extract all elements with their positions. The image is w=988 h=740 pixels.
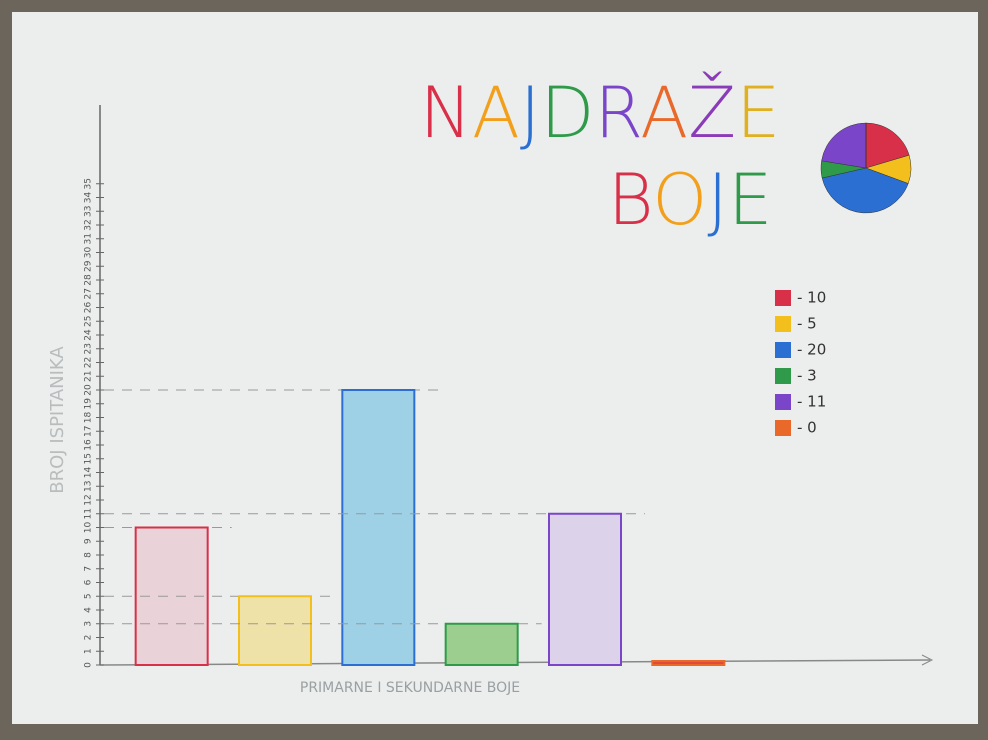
y-tick-label: 29 — [84, 260, 94, 272]
y-tick-label: 0 — [84, 662, 94, 668]
y-tick-label: 10 — [84, 522, 94, 534]
y-tick-label: 27 — [84, 288, 94, 299]
legend-swatch — [775, 342, 791, 358]
bar — [239, 596, 311, 665]
legend-label: - 3 — [797, 367, 817, 385]
chart-title: NAJDRAŽE — [420, 72, 781, 154]
y-tick-label: 22 — [84, 357, 94, 368]
y-tick-label: 5 — [84, 593, 94, 599]
legend-swatch — [775, 394, 791, 410]
legend-label: - 11 — [797, 393, 826, 411]
y-tick-label: 30 — [84, 247, 94, 259]
y-tick-label: 8 — [84, 552, 94, 558]
x-axis-label: PRIMARNE I SEKUNDARNE BOJE — [300, 680, 520, 696]
y-tick-label: 20 — [84, 384, 94, 396]
y-tick-label: 19 — [84, 398, 94, 410]
y-tick-label: 33 — [84, 206, 94, 217]
y-tick-label: 17 — [84, 426, 94, 437]
bar — [549, 514, 621, 665]
y-tick-label: 12 — [84, 494, 94, 505]
legend-swatch — [775, 316, 791, 332]
bar — [652, 661, 724, 665]
y-tick-label: 26 — [84, 302, 94, 314]
y-tick-label: 4 — [84, 607, 94, 613]
y-tick-label: 28 — [84, 274, 94, 286]
y-tick-label: 16 — [84, 439, 94, 451]
y-tick-label: 11 — [84, 508, 94, 519]
y-tick-label: 21 — [84, 371, 94, 382]
y-tick-label: 3 — [84, 621, 94, 627]
y-tick-label: 13 — [84, 481, 94, 492]
y-tick-label: 34 — [84, 192, 94, 204]
legend-swatch — [775, 368, 791, 384]
chart: NAJDRAŽE BOJE BROJ ISPITANIKA PRIMARNE I… — [0, 0, 988, 740]
y-tick-label: 2 — [84, 635, 94, 641]
y-axis-label: BROJ ISPITANIKA — [47, 346, 68, 494]
legend-swatch — [775, 290, 791, 306]
legend-label: - 20 — [797, 341, 826, 359]
y-tick-label: 32 — [84, 219, 94, 230]
chart-title: BOJE — [608, 159, 773, 241]
y-tick-label: 25 — [84, 316, 94, 327]
y-tick-label: 35 — [84, 178, 94, 189]
y-tick-label: 1 — [84, 648, 94, 654]
y-tick-label: 7 — [84, 566, 94, 572]
legend-label: - 10 — [797, 289, 826, 307]
y-tick-label: 9 — [84, 538, 94, 544]
y-tick-label: 24 — [84, 329, 94, 341]
legend-label: - 0 — [797, 419, 817, 437]
legend-label: - 5 — [797, 315, 817, 333]
y-tick-label: 18 — [84, 412, 94, 424]
bar — [446, 624, 518, 665]
y-tick-label: 6 — [84, 579, 94, 585]
y-tick-label: 31 — [84, 233, 94, 244]
y-tick-label: 23 — [84, 343, 94, 354]
legend-swatch — [775, 420, 791, 436]
y-tick-label: 14 — [84, 467, 94, 479]
y-tick-label: 15 — [84, 453, 94, 464]
